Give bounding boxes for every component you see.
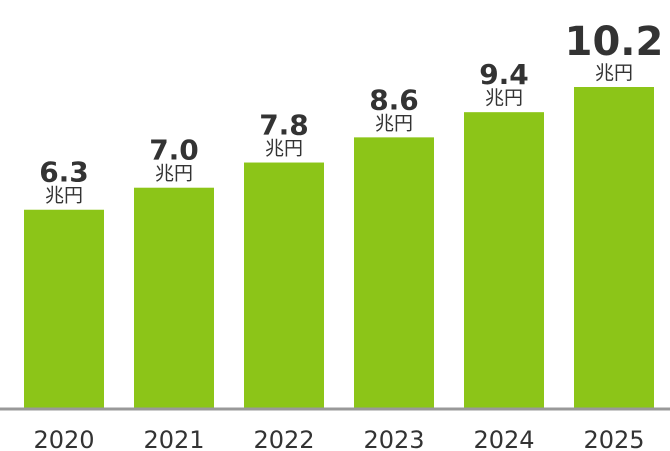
x-tick-label-2020: 2020 xyxy=(33,426,94,451)
unit-label-2022: 兆円 xyxy=(265,138,303,160)
x-tick-label-2024: 2024 xyxy=(473,426,534,451)
data-label-2023: 8.6 xyxy=(369,83,419,116)
unit-label-2023: 兆円 xyxy=(375,112,413,134)
unit-label-2025: 兆円 xyxy=(595,62,633,84)
bar-2021 xyxy=(134,187,214,408)
x-tick-label-2022: 2022 xyxy=(253,426,314,451)
unit-label-2020: 兆円 xyxy=(45,185,83,207)
data-label-2020: 6.3 xyxy=(39,156,89,189)
x-tick-label-2021: 2021 xyxy=(143,426,204,451)
data-label-2021: 7.0 xyxy=(149,134,199,167)
data-label-2024: 9.4 xyxy=(479,58,529,91)
bar-2024 xyxy=(464,112,544,409)
bar-2022 xyxy=(244,162,324,408)
x-tick-label-2025: 2025 xyxy=(583,426,644,451)
bar-2023 xyxy=(354,137,434,408)
data-label-2025: 10.2 xyxy=(565,19,664,65)
unit-label-2024: 兆円 xyxy=(485,87,523,109)
data-label-2022: 7.8 xyxy=(259,109,309,142)
unit-label-2021: 兆円 xyxy=(155,163,193,185)
x-tick-label-2023: 2023 xyxy=(363,426,424,451)
bar-2020 xyxy=(24,209,104,408)
bar-2025 xyxy=(574,87,654,408)
